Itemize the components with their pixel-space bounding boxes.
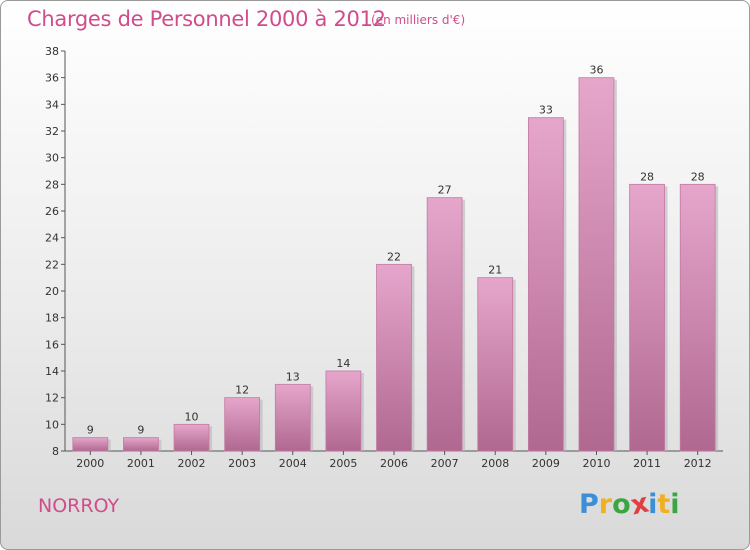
data-label-2007: 27 [438, 184, 452, 197]
bar-2006 [376, 263, 412, 452]
logo-letter: i [670, 489, 680, 520]
data-label-2002: 10 [185, 410, 199, 423]
chart-subtitle: (en milliers d'€) [371, 13, 466, 27]
bar-2007 [426, 197, 463, 452]
y-tick-label: 36 [45, 72, 59, 85]
proxiti-logo: Proxiti [579, 488, 680, 522]
logo-letter: P [579, 489, 599, 520]
x-tick-label-2009: 2009 [532, 457, 560, 470]
y-tick-label: 8 [52, 445, 59, 458]
chart-title: Charges de Personnel 2000 à 2012 [27, 7, 386, 31]
y-tick-label: 30 [45, 152, 59, 165]
bar-2004 [274, 383, 311, 452]
x-tick-label-2006: 2006 [380, 457, 408, 470]
data-label-2006: 22 [387, 250, 401, 263]
y-tick-label: 12 [45, 392, 59, 405]
y-tick-label: 14 [45, 365, 59, 378]
data-label-2000: 9 [87, 424, 94, 437]
bar-2011 [629, 183, 665, 452]
x-tick-label-2004: 2004 [279, 457, 307, 470]
x-tick-label-2007: 2007 [431, 457, 459, 470]
data-label-2012: 28 [691, 170, 705, 183]
y-tick-label: 26 [45, 205, 59, 218]
bar-2008 [477, 277, 514, 452]
bar-2012 [679, 183, 716, 452]
bar-2010 [578, 77, 615, 452]
y-tick-label: 18 [45, 312, 59, 325]
y-tick-label: 10 [45, 418, 59, 431]
x-tick-label-2011: 2011 [633, 457, 661, 470]
y-tick-label: 24 [45, 232, 59, 245]
x-tick-label-2003: 2003 [228, 457, 256, 470]
bar-2000 [72, 437, 109, 452]
x-tick-label-2000: 2000 [76, 457, 104, 470]
data-label-2010: 36 [589, 64, 603, 77]
y-tick-label: 28 [45, 178, 59, 191]
data-label-2009: 33 [539, 104, 553, 117]
x-tick-label-2012: 2012 [684, 457, 712, 470]
data-label-2001: 9 [137, 424, 144, 437]
y-tick-label: 20 [45, 285, 59, 298]
data-label-2008: 21 [488, 264, 502, 277]
y-tick-label: 34 [45, 98, 59, 111]
bar-2009 [527, 117, 564, 452]
data-label-2003: 12 [235, 384, 249, 397]
logo-letter: i [648, 489, 658, 520]
data-label-2005: 14 [336, 357, 350, 370]
logo-letter: r [598, 489, 613, 520]
logo-letter: t [657, 489, 671, 520]
data-label-2004: 13 [286, 370, 300, 383]
y-tick-label: 38 [45, 45, 59, 58]
data-label-2011: 28 [640, 170, 654, 183]
bar-2005 [325, 370, 362, 452]
y-tick-label: 32 [45, 125, 59, 138]
bar-2002 [173, 423, 210, 452]
bar-2001 [123, 437, 159, 452]
bar-2003 [224, 397, 261, 452]
x-tick-label-2002: 2002 [178, 457, 206, 470]
x-tick-label-2008: 2008 [481, 457, 509, 470]
x-tick-label-2001: 2001 [127, 457, 155, 470]
x-tick-label-2005: 2005 [329, 457, 357, 470]
y-tick-label: 22 [45, 258, 59, 271]
x-tick-label-2010: 2010 [582, 457, 610, 470]
y-tick-label: 16 [45, 338, 59, 351]
commune-name: NORROY [38, 495, 120, 517]
logo-letter: o [612, 489, 631, 520]
